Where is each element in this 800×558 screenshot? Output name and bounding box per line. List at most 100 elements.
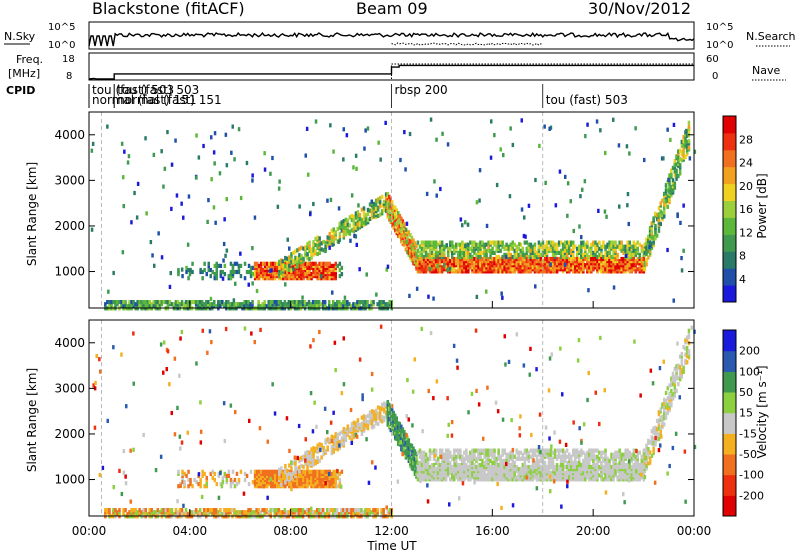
heatmap-cell bbox=[230, 151, 233, 155]
heatmap-cell bbox=[485, 290, 488, 294]
heatmap-cell bbox=[306, 127, 309, 131]
heatmap-cell bbox=[122, 175, 125, 179]
heatmap-cell bbox=[220, 264, 223, 268]
power-ylabel: Slant Range [km] bbox=[25, 162, 39, 266]
heatmap-cell bbox=[228, 470, 231, 474]
ytick-label: 2000 bbox=[54, 219, 85, 233]
heatmap-cell bbox=[133, 191, 136, 195]
heatmap-cell bbox=[312, 202, 315, 206]
heatmap-cell bbox=[628, 151, 631, 155]
heatmap-cell bbox=[216, 482, 219, 486]
heatmap-cell bbox=[404, 167, 407, 171]
heatmap-cell bbox=[405, 228, 408, 232]
heatmap-cell bbox=[435, 138, 438, 142]
heatmap-cell bbox=[118, 508, 121, 512]
noise-tick-left-bottom: 10^0 bbox=[48, 40, 75, 51]
heatmap-cell bbox=[307, 173, 310, 177]
heatmap-cell bbox=[476, 200, 479, 204]
heatmap-cell bbox=[210, 274, 213, 278]
heatmap-cell bbox=[654, 224, 657, 228]
heatmap-cell bbox=[464, 220, 467, 224]
heatmap-cell bbox=[639, 253, 642, 257]
heatmap-cell bbox=[352, 165, 355, 169]
heatmap-cell bbox=[377, 141, 380, 145]
heatmap-cell bbox=[502, 153, 505, 157]
colorbar-tick-label: 8 bbox=[739, 250, 746, 263]
heatmap-cell bbox=[366, 300, 369, 304]
heatmap-cell bbox=[455, 459, 458, 463]
heatmap-cell bbox=[338, 206, 341, 210]
colorbar-swatch bbox=[723, 167, 736, 184]
heatmap-cell bbox=[439, 187, 442, 191]
heatmap-cell bbox=[145, 508, 148, 512]
heatmap-cell bbox=[226, 163, 229, 167]
heatmap-cell bbox=[435, 449, 438, 453]
heatmap-cell bbox=[485, 253, 488, 257]
heatmap-cell bbox=[342, 157, 345, 161]
heatmap-cell bbox=[236, 472, 239, 476]
heatmap-cell bbox=[238, 127, 241, 131]
heatmap-cell bbox=[643, 257, 646, 261]
heatmap-cell bbox=[629, 241, 632, 245]
heatmap-cell bbox=[233, 157, 236, 161]
heatmap-cell bbox=[379, 158, 382, 162]
heatmap-cell bbox=[509, 126, 512, 130]
heatmap-cell bbox=[514, 461, 517, 465]
heatmap-cell bbox=[359, 213, 362, 217]
heatmap-cell bbox=[124, 300, 127, 304]
heatmap-cell bbox=[614, 241, 617, 245]
heatmap-cell bbox=[292, 267, 295, 271]
heatmap-cell bbox=[222, 480, 225, 484]
heatmap-cell bbox=[181, 508, 184, 512]
heatmap-cell bbox=[195, 176, 198, 180]
freq-tick-top: 18 bbox=[62, 54, 75, 65]
heatmap-cell bbox=[122, 250, 125, 254]
heatmap-cell bbox=[688, 121, 691, 125]
heatmap-cell bbox=[185, 474, 188, 478]
heatmap-cell bbox=[449, 267, 452, 271]
heatmap-cell bbox=[206, 272, 209, 276]
heatmap-cell bbox=[688, 145, 691, 149]
heatmap-cell bbox=[198, 155, 201, 159]
heatmap-cell bbox=[254, 216, 257, 220]
heatmap-cell bbox=[512, 143, 514, 147]
heatmap-cell bbox=[597, 209, 600, 213]
heatmap-cell bbox=[528, 459, 531, 463]
heatmap-cell bbox=[416, 287, 419, 291]
heatmap-cell bbox=[586, 241, 589, 245]
heatmap-cell bbox=[270, 268, 273, 272]
noise-tick-left-top: 10^5 bbox=[48, 22, 75, 33]
heatmap-cell bbox=[604, 151, 607, 155]
heatmap-cell bbox=[210, 135, 213, 139]
heatmap-cell bbox=[240, 274, 243, 278]
heatmap-cell bbox=[206, 482, 209, 486]
heatmap-cell bbox=[251, 281, 254, 285]
heatmap-cell bbox=[121, 142, 124, 146]
heatmap-cell bbox=[425, 453, 428, 457]
heatmap-cell bbox=[189, 478, 192, 482]
heatmap-cell bbox=[500, 147, 503, 151]
heatmap-cell bbox=[228, 474, 231, 478]
heatmap-cell bbox=[324, 300, 327, 304]
heatmap-cell bbox=[171, 163, 174, 167]
heatmap-cell bbox=[191, 484, 194, 488]
heatmap-cell bbox=[534, 284, 537, 288]
heatmap-cell bbox=[579, 194, 582, 198]
heatmap-cell bbox=[679, 171, 682, 175]
heatmap-cell bbox=[461, 223, 464, 227]
heatmap-cell bbox=[366, 272, 369, 276]
heatmap-cell bbox=[166, 130, 169, 134]
heatmap-cell bbox=[464, 244, 467, 248]
heatmap-cell bbox=[538, 144, 541, 148]
heatmap-cell bbox=[445, 477, 448, 481]
heatmap-cell bbox=[432, 297, 435, 301]
heatmap-cell bbox=[449, 451, 452, 455]
heatmap-cell bbox=[284, 464, 287, 468]
heatmap-cell bbox=[486, 224, 489, 228]
heatmap-cell bbox=[213, 161, 216, 165]
heatmap-cell bbox=[447, 253, 450, 257]
heatmap-cell bbox=[662, 156, 665, 160]
heatmap-cell bbox=[534, 243, 537, 247]
heatmap-cell bbox=[224, 254, 227, 258]
